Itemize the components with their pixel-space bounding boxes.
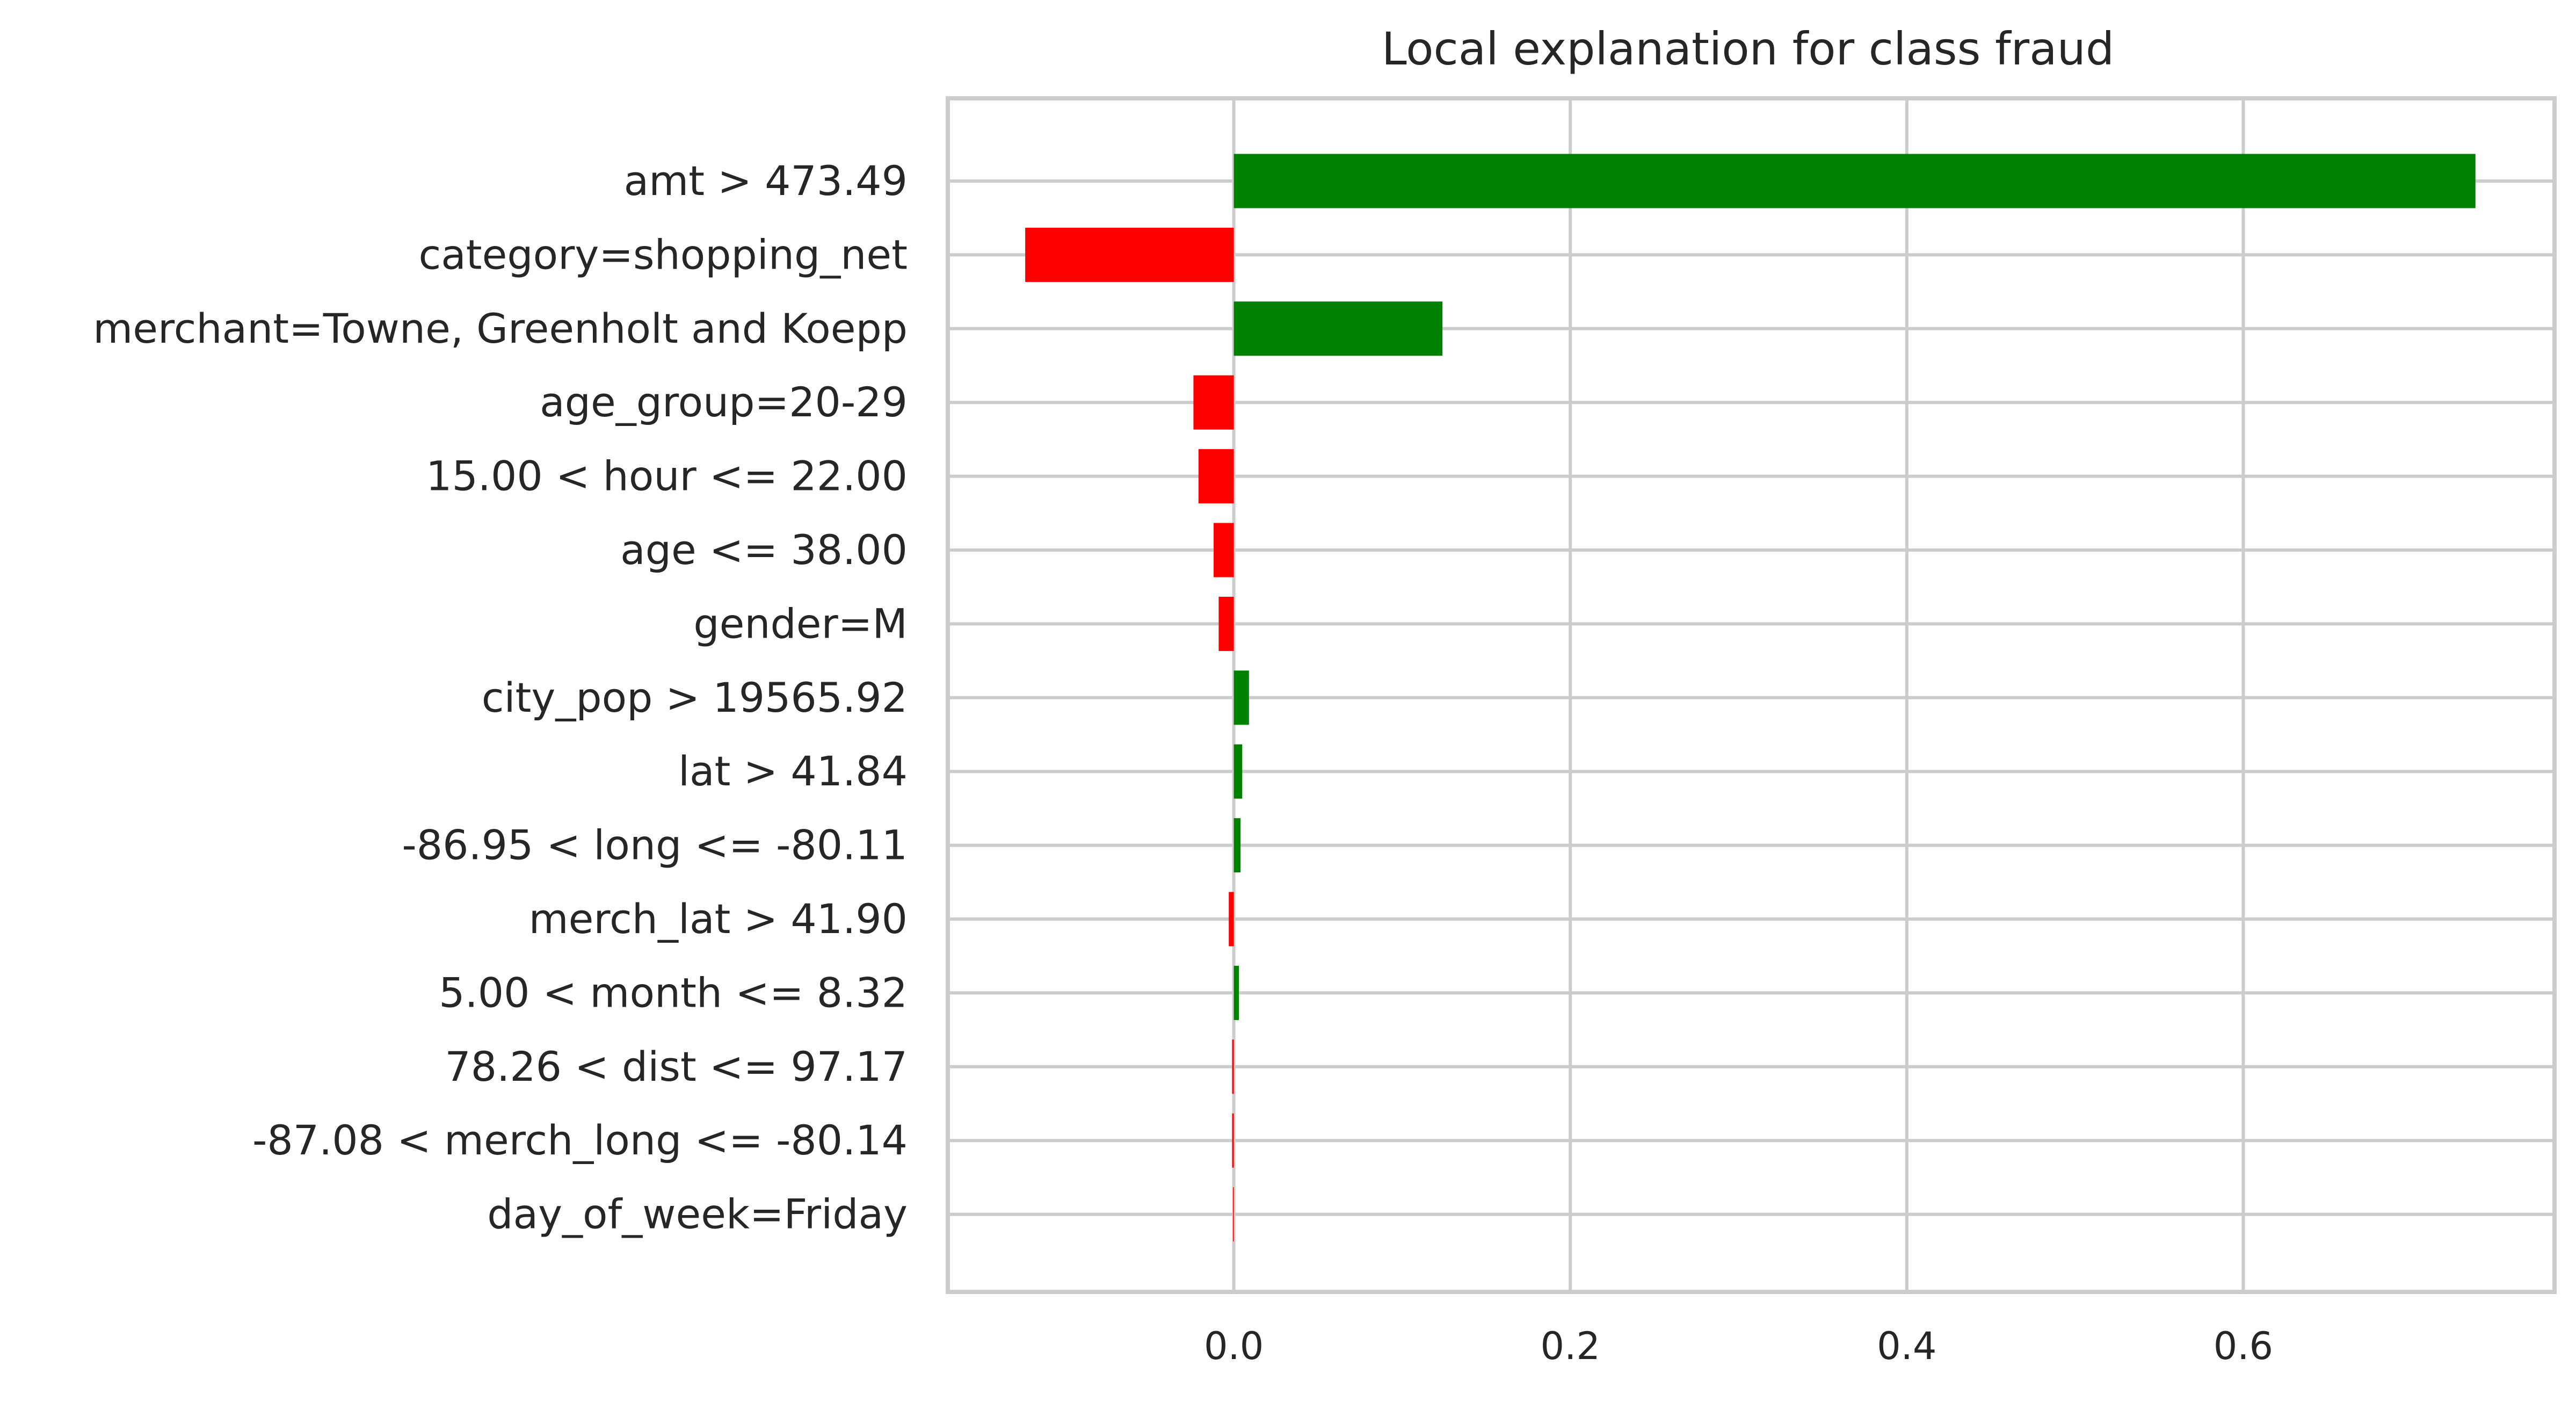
bar-positive (1233, 744, 1243, 799)
x-tick-label: 0.0 (1204, 1324, 1264, 1368)
y-tick-label: city_pop > 19565.92 (482, 674, 908, 721)
bar-negative (1193, 375, 1234, 430)
bar-negative (1198, 449, 1234, 504)
x-tick-label: 0.4 (1877, 1324, 1936, 1368)
bar-positive (1233, 154, 2476, 208)
y-tick-label: day_of_week=Friday (487, 1190, 908, 1238)
bar-negative (1232, 1113, 1234, 1168)
y-tick-label: amt > 473.49 (624, 157, 908, 205)
bar-negative (1214, 523, 1234, 577)
y-tick-label: merchant=Towne, Greenholt and Koepp (93, 305, 908, 352)
y-tick-label: age <= 38.00 (620, 526, 908, 574)
bar-positive (1233, 301, 1443, 356)
y-tick-label: -86.95 < long <= -80.11 (402, 821, 908, 869)
y-tick-label: gender=M (693, 599, 908, 647)
y-tick-label: 5.00 < month <= 8.32 (439, 969, 908, 1016)
bar-negative (1233, 1187, 1234, 1242)
bar-positive (1233, 965, 1239, 1020)
y-tick-label: 78.26 < dist <= 97.17 (445, 1043, 908, 1090)
y-tick-label: lat > 41.84 (678, 747, 908, 795)
y-tick-label: category=shopping_net (418, 230, 908, 278)
bar-positive (1233, 818, 1241, 873)
chart-title: Local explanation for class fraud (1382, 23, 2114, 75)
x-tick-label: 0.6 (2214, 1324, 2273, 1368)
y-tick-labels: amt > 473.49 category=shopping_netmerchan… (93, 157, 908, 1238)
x-tick-labels: 0.0 0.2 0.4 0.6 (1204, 1324, 2273, 1368)
bars (1025, 154, 2476, 1242)
bar-negative (1229, 892, 1234, 946)
y-tick-label: age_group=20-29 (540, 378, 908, 426)
bar-positive (1233, 670, 1249, 725)
y-tick-label: -87.08 < merch_long <= -80.14 (252, 1116, 908, 1164)
y-tick-label: 15.00 < hour <= 22.00 (426, 452, 908, 500)
plot-frame (946, 96, 2557, 1294)
y-tick-label: merch_lat > 41.90 (529, 895, 908, 943)
x-tick-label: 0.2 (1541, 1324, 1600, 1368)
bar-negative (1025, 227, 1234, 282)
bar-negative (1218, 596, 1234, 651)
bar-negative (1232, 1039, 1234, 1094)
